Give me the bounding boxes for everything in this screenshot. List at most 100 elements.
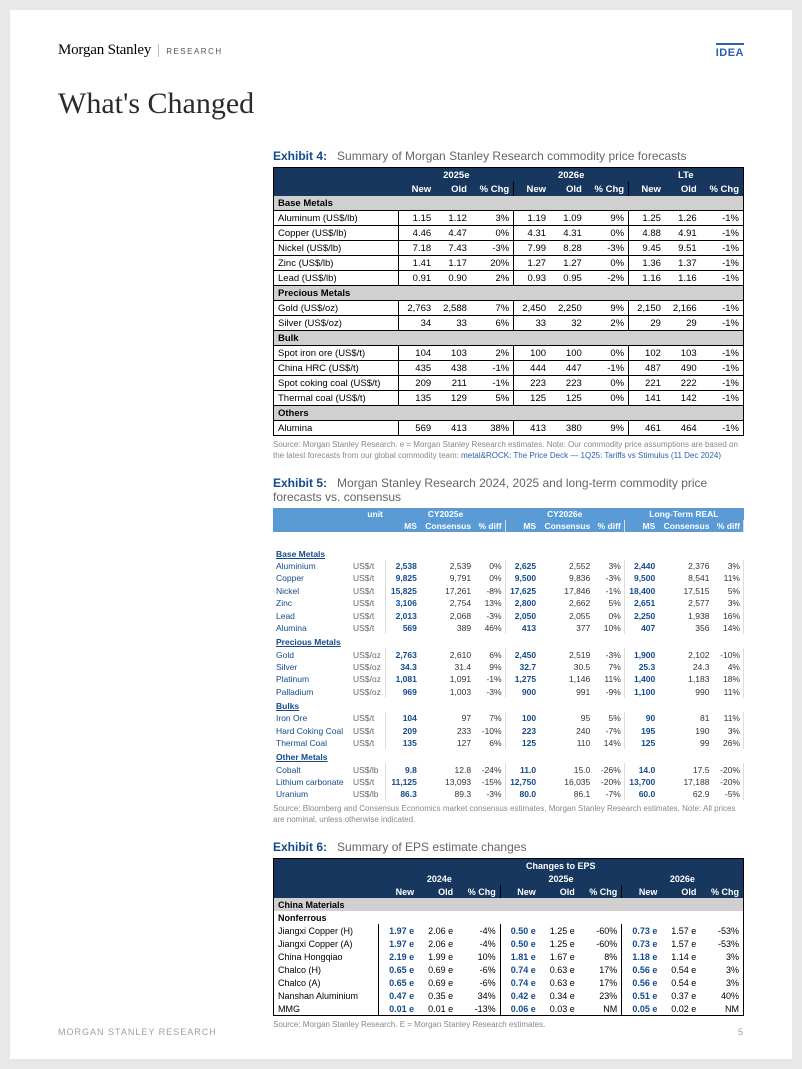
ex4-cell: 9.51 [665, 241, 701, 256]
ex5-cell: 3% [593, 560, 624, 572]
ex5-cell: 14% [712, 622, 743, 634]
ex4-cell: 141 [629, 391, 665, 406]
ex5-row-name: Lead [273, 609, 350, 621]
ex6-row-name: MMG [274, 1002, 379, 1016]
ex5-cell: 17,515 [658, 585, 712, 597]
ex5-cell: 80.0 [505, 788, 539, 800]
ex5-cell: 4% [712, 661, 743, 673]
ex4-cell: 0.95 [550, 271, 586, 286]
ex6-cell: 10% [457, 950, 500, 963]
brand-name: Morgan Stanley [58, 42, 151, 59]
ex4-cell: 9% [586, 421, 629, 436]
ex5-row-unit: US$/t [350, 560, 386, 572]
ex4-cell: 461 [629, 421, 665, 436]
ex4-cell: -1% [586, 361, 629, 376]
table-row: Thermal coal (US$/t)1351295%1251250%1411… [274, 391, 744, 406]
ex6-row-name: Jiangxi Copper (A) [274, 937, 379, 950]
ex4-cell: 0% [586, 256, 629, 271]
ex5-cell: 13,093 [420, 776, 474, 788]
exhibit-4-table: 2025e 2026e LTe NewOld% ChgNewOld% ChgNe… [273, 167, 744, 436]
ex5-cell: 1,091 [420, 673, 474, 685]
ex6-cell: 0.06 e [500, 1002, 540, 1016]
table-row: Aluminum (US$/lb)1.151.123%1.191.099%1.2… [274, 211, 744, 226]
ex6-cell: 0.63 e [540, 963, 579, 976]
page: Morgan Stanley | RESEARCH IDEA What's Ch… [10, 10, 792, 1059]
ex6-cell: 2.19 e [379, 950, 419, 963]
ex4-cell: 135 [399, 391, 435, 406]
exhibit-6-label: Exhibit 6: Summary of EPS estimate chang… [273, 840, 744, 854]
ex5-cell: 2,055 [539, 609, 593, 621]
ex6-cell: 2.06 e [418, 937, 457, 950]
ex4-group-1: 2026e [514, 168, 629, 183]
exhibit-5-title: Morgan Stanley Research 2024, 2025 and l… [273, 476, 707, 504]
exhibit-5-source: Source: Bloomberg and Consensus Economic… [273, 804, 744, 826]
table-row: AluminaUS$/t56938946%41337710%40735614% [273, 622, 744, 634]
ex4-cell: 32 [550, 316, 586, 331]
ex5-cell: 26% [712, 737, 743, 749]
table-row: Gold (US$/oz)2,7632,5887%2,4502,2509%2,1… [274, 301, 744, 316]
ex6-cell: -6% [457, 976, 500, 989]
ex6-cell: NM [700, 1002, 743, 1016]
ex5-cell: -8% [474, 585, 505, 597]
ex6-cell: -60% [579, 937, 622, 950]
table-row: Spot iron ore (US$/t)1041032%1001000%102… [274, 346, 744, 361]
ex4-cell: -1% [701, 391, 744, 406]
table-row: UraniumUS$/lb86.389.3-3%80.086.1-7%60.06… [273, 788, 744, 800]
ex5-section: Base Metals [273, 546, 744, 560]
ex6-cell: 1.97 e [379, 937, 419, 950]
ex5-cell: 100 [505, 712, 539, 724]
ex5-cell: 5% [593, 712, 624, 724]
ex5-cell: -10% [712, 648, 743, 660]
ex4-cell: -1% [701, 376, 744, 391]
ex6-group-1: 2025e [500, 872, 622, 885]
ex4-cell: 4.91 [665, 226, 701, 241]
ex5-row-name: Cobalt [273, 763, 350, 775]
exhibit-6-block: Exhibit 6: Summary of EPS estimate chang… [273, 840, 744, 1031]
ex5-cell: 2,050 [505, 609, 539, 621]
ex4-cell: -1% [701, 226, 744, 241]
ex5-cell: 24.3 [658, 661, 712, 673]
ex4-col-header: Old [550, 182, 586, 196]
ex5-cell: 389 [420, 622, 474, 634]
ex4-cell: 490 [665, 361, 701, 376]
table-row: Nanshan Aluminium0.47 e0.35 e34%0.42 e0.… [274, 989, 744, 1002]
ex5-col-header: % diff [712, 520, 743, 533]
ex5-row-name: Nickel [273, 585, 350, 597]
ex4-cell: 0.90 [435, 271, 471, 286]
table-row: Silver (US$/oz)34336%33322%2929-1% [274, 316, 744, 331]
ex4-row-name: Nickel (US$/lb) [274, 241, 399, 256]
ex4-cell: 7% [471, 301, 514, 316]
ex5-cell: 11.0 [505, 763, 539, 775]
ex6-section: China Materials [274, 898, 744, 911]
ex4-cell: 0.93 [514, 271, 550, 286]
ex4-cell: 4.46 [399, 226, 435, 241]
ex5-cell: 3% [712, 597, 743, 609]
page-header: Morgan Stanley | RESEARCH IDEA [58, 42, 744, 59]
footer-page: 5 [738, 1027, 744, 1037]
ex4-cell: 6% [471, 316, 514, 331]
exhibit-5-label: Exhibit 5: Morgan Stanley Research 2024,… [273, 476, 744, 504]
ex6-cell: 0.73 e [622, 924, 662, 937]
ex6-cell: 0.37 e [661, 989, 700, 1002]
ex5-row-unit: US$/oz [350, 648, 386, 660]
ex5-cell: -20% [712, 763, 743, 775]
ex5-cell: 6% [474, 648, 505, 660]
ex4-row-name: Gold (US$/oz) [274, 301, 399, 316]
ex4-source-link[interactable]: metal&ROCK: The Price Deck — 1Q25: Tarif… [461, 451, 721, 460]
ex4-cell: 1.36 [629, 256, 665, 271]
ex5-row-name: Copper [273, 572, 350, 584]
ex4-cell: -1% [701, 271, 744, 286]
ex5-cell: 2,539 [420, 560, 474, 572]
ex5-cell: 195 [624, 724, 658, 736]
ex5-cell: 9,500 [505, 572, 539, 584]
ex5-row-unit: US$/t [350, 572, 386, 584]
ex5-cell: 9% [474, 661, 505, 673]
ex5-cell: 17.5 [658, 763, 712, 775]
ex4-cell: 0% [586, 376, 629, 391]
ex5-cell: 89.3 [420, 788, 474, 800]
ex4-cell: 2,763 [399, 301, 435, 316]
ex6-cell: 0.74 e [500, 963, 540, 976]
ex5-row-name: Iron Ore [273, 712, 350, 724]
ex6-cell: 1.81 e [500, 950, 540, 963]
ex5-cell: 2,538 [386, 560, 420, 572]
